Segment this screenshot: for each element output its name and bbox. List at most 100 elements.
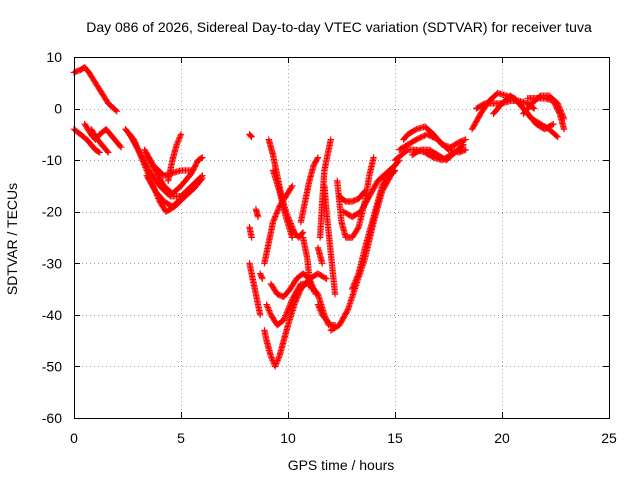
data-point bbox=[317, 307, 324, 314]
series-arc-23 bbox=[299, 234, 315, 293]
plot-frame bbox=[74, 57, 610, 419]
data-point bbox=[289, 182, 296, 190]
data-point bbox=[270, 217, 277, 224]
data-point bbox=[555, 103, 563, 110]
data-point bbox=[322, 274, 329, 282]
data-point bbox=[270, 216, 278, 223]
data-point bbox=[144, 164, 151, 171]
data-point bbox=[113, 107, 120, 115]
data-point bbox=[135, 148, 143, 155]
y-tick-label: -40 bbox=[42, 307, 62, 323]
data-point bbox=[314, 301, 322, 308]
data-point bbox=[317, 308, 325, 316]
series-arc-41 bbox=[520, 92, 568, 123]
series-arc-35 bbox=[400, 123, 469, 151]
data-point bbox=[140, 157, 148, 165]
data-point bbox=[267, 310, 274, 317]
x-tick-label: 15 bbox=[387, 430, 403, 446]
y-axis-label: SDTVAR / TECUs bbox=[4, 183, 20, 295]
data-point bbox=[137, 150, 144, 158]
data-point bbox=[312, 291, 320, 298]
data-point bbox=[354, 271, 362, 279]
data-point bbox=[265, 307, 273, 314]
data-point bbox=[550, 120, 557, 128]
data-point bbox=[280, 316, 287, 324]
data-point bbox=[199, 154, 206, 161]
data-point bbox=[560, 126, 568, 133]
x-tick-label: 0 bbox=[70, 430, 78, 446]
data-point bbox=[96, 149, 103, 156]
data-point bbox=[199, 172, 206, 179]
data-point bbox=[142, 160, 149, 167]
series-arc-8 bbox=[143, 151, 206, 197]
data-point bbox=[284, 307, 291, 315]
data-point bbox=[353, 274, 361, 282]
data-point bbox=[177, 195, 185, 203]
data-point bbox=[177, 131, 185, 138]
data-point bbox=[141, 159, 148, 166]
data-point bbox=[137, 152, 145, 159]
series-arc-27 bbox=[316, 136, 334, 241]
data-point bbox=[268, 355, 276, 363]
series-arc-32 bbox=[349, 156, 403, 293]
series-arc-36 bbox=[408, 141, 467, 164]
data-point bbox=[354, 225, 362, 232]
data-point bbox=[174, 138, 182, 145]
data-point bbox=[555, 101, 562, 109]
axis-ticks: 0 5 10 15 20 25 -60 -50 -40 -30 -20 -10 0 10 bbox=[42, 49, 617, 446]
data-point bbox=[556, 105, 564, 113]
data-point bbox=[560, 114, 567, 121]
data-point bbox=[175, 135, 183, 142]
y-tick-label: -30 bbox=[42, 255, 62, 271]
data-point bbox=[273, 360, 280, 367]
data-point bbox=[247, 132, 255, 140]
data-point bbox=[308, 285, 315, 293]
x-axis-label: GPS time / hours bbox=[288, 457, 395, 473]
data-point bbox=[275, 355, 282, 363]
data-point bbox=[316, 305, 323, 313]
data-point bbox=[351, 278, 359, 286]
data-point bbox=[274, 207, 281, 214]
data-point bbox=[248, 133, 255, 141]
series-arc-12 bbox=[246, 223, 255, 241]
data-point bbox=[117, 144, 125, 151]
data-point bbox=[266, 308, 273, 316]
data-point bbox=[285, 305, 292, 312]
data-marks bbox=[70, 64, 568, 370]
data-point bbox=[288, 297, 295, 305]
data-point bbox=[198, 155, 205, 162]
data-point bbox=[460, 141, 467, 148]
data-point bbox=[267, 352, 275, 360]
data-point bbox=[557, 108, 565, 116]
data-point bbox=[319, 260, 326, 267]
y-tick-label: -50 bbox=[42, 358, 62, 374]
series-arc-22 bbox=[297, 154, 322, 226]
series-arc-11 bbox=[246, 131, 255, 141]
data-point bbox=[351, 280, 358, 287]
series-arc-39 bbox=[490, 92, 557, 133]
data-point bbox=[142, 161, 150, 169]
data-point bbox=[105, 149, 112, 156]
data-point bbox=[273, 210, 280, 217]
data-point bbox=[349, 285, 356, 293]
series-arc-15 bbox=[256, 270, 266, 282]
data-point bbox=[259, 275, 266, 282]
data-point bbox=[286, 302, 294, 309]
data-point bbox=[459, 142, 466, 149]
data-point bbox=[554, 100, 561, 107]
series-arc-21 bbox=[269, 167, 296, 241]
series-arc-14 bbox=[246, 260, 264, 319]
data-point bbox=[462, 136, 469, 143]
data-point bbox=[275, 206, 282, 213]
data-point bbox=[139, 154, 146, 162]
series-arc-24 bbox=[314, 244, 326, 267]
data-point bbox=[557, 107, 564, 114]
data-point bbox=[264, 304, 272, 311]
data-point bbox=[354, 273, 361, 280]
data-point bbox=[198, 173, 205, 180]
data-point bbox=[143, 163, 150, 170]
data-point bbox=[138, 153, 145, 160]
data-point bbox=[176, 134, 183, 141]
data-point bbox=[360, 188, 368, 196]
